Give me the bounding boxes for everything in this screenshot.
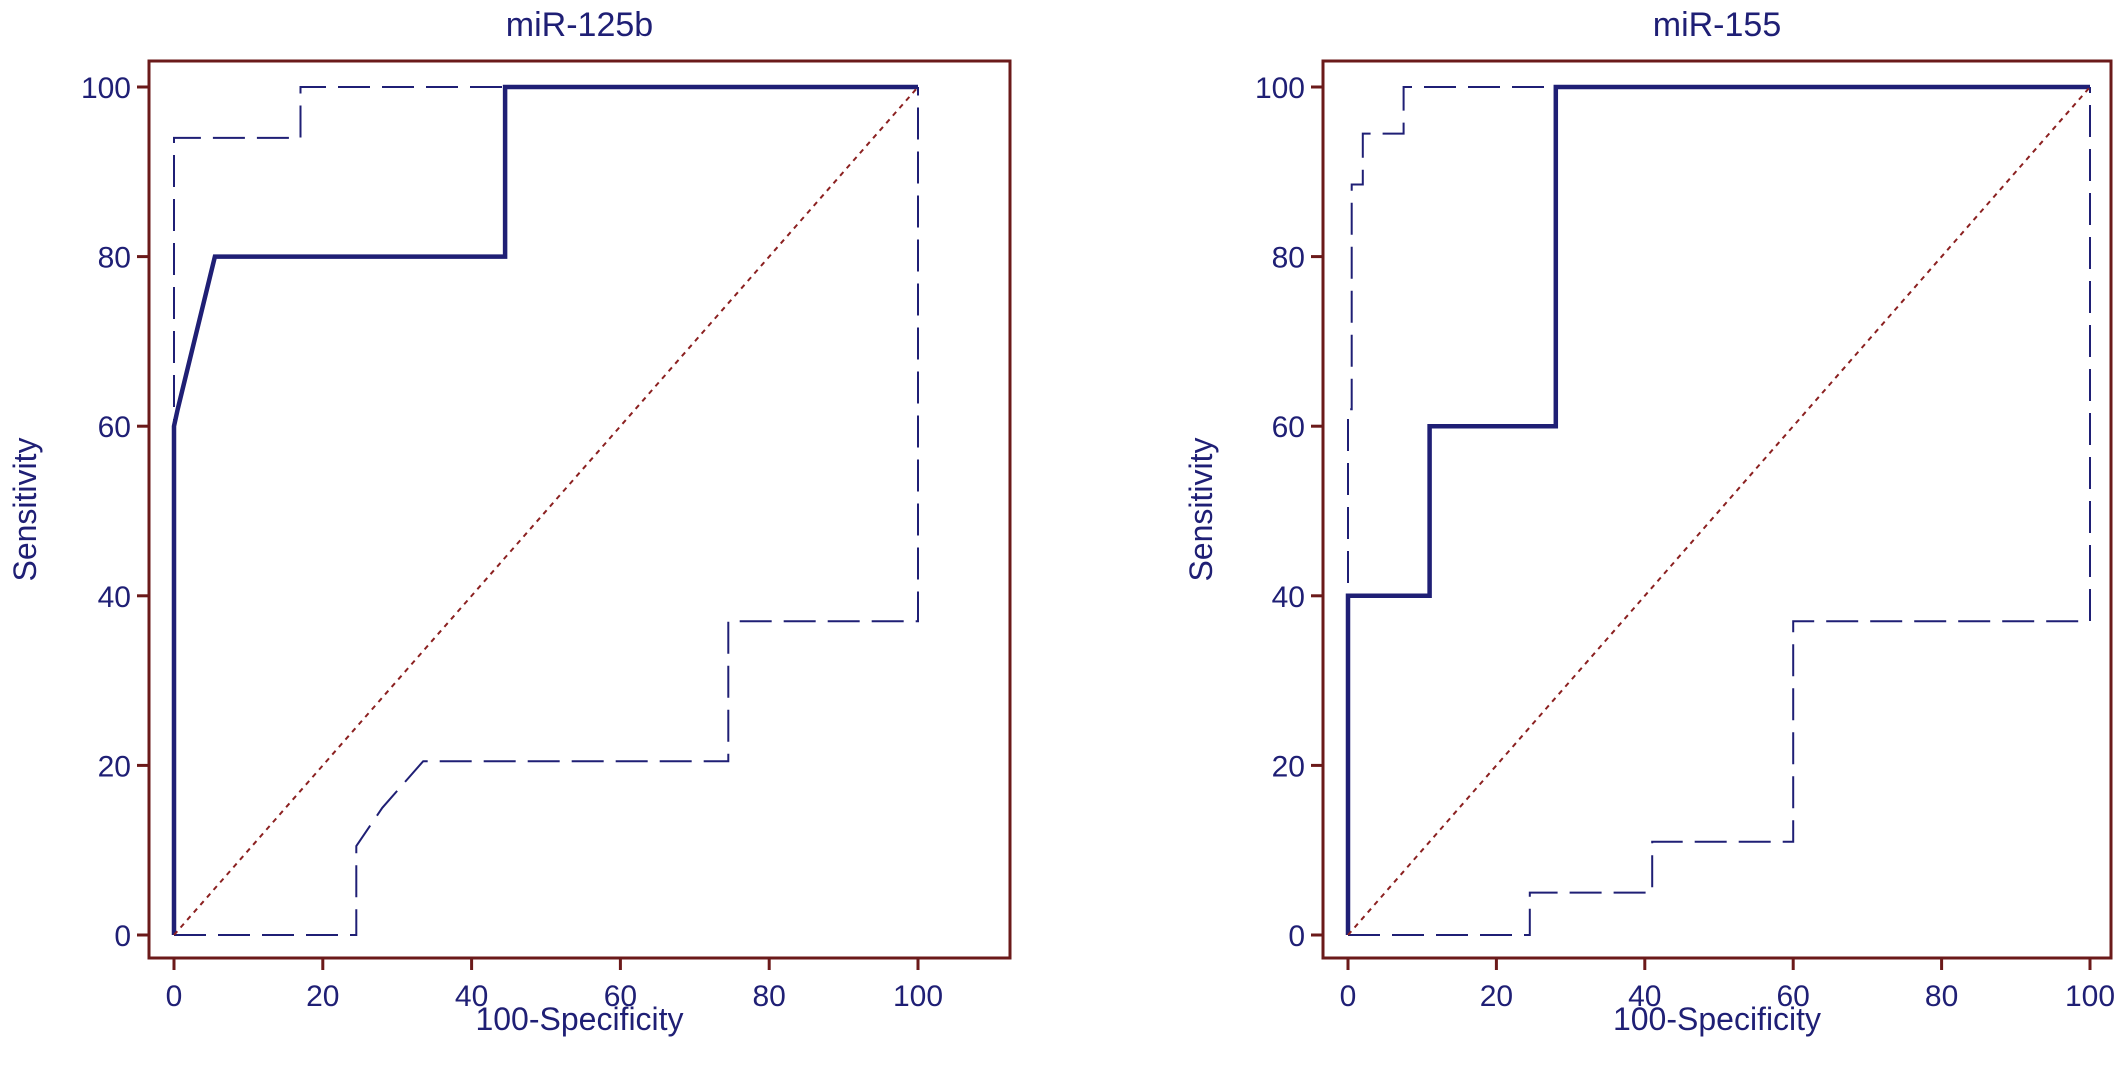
x-axis-label: 100-Specificity [1613, 1001, 1821, 1037]
x-tick-label: 80 [753, 980, 786, 1013]
roc-chart-mir-155: miR-155 0 20 40 60 80 100 0 20 40 60 80 100 100-Speci… [1183, 6, 2115, 1037]
reference-diagonal [1347, 86, 2091, 936]
ci-lower-curve [1348, 87, 2091, 936]
x-tick-label: 80 [1925, 980, 1958, 1013]
roc-chart-mir-125b: miR-125b 0 20 40 60 80 100 0 20 40 60 80 100 100-Spec… [7, 6, 1012, 1037]
x-tick-label: 40 [455, 980, 488, 1013]
y-tick-label: 40 [1272, 581, 1305, 614]
x-tick-label: 60 [1777, 980, 1810, 1013]
ci-upper-curve [173, 86, 918, 935]
y-tick-label: 60 [1272, 411, 1305, 444]
x-tick-label: 0 [1340, 980, 1357, 1013]
y-tick-label: 100 [1255, 72, 1305, 105]
x-tick-label: 100 [2065, 980, 2115, 1013]
ci-lower-curve [174, 87, 919, 936]
x-axis-label: 100-Specificity [475, 1001, 683, 1037]
x-tick-label: 20 [1480, 980, 1513, 1013]
x-tick-label: 60 [604, 980, 637, 1013]
chart-title: miR-155 [1653, 6, 1781, 44]
y-tick-label: 20 [1272, 750, 1305, 783]
y-tick-label: 0 [1288, 920, 1305, 953]
reference-diagonal [173, 86, 919, 936]
y-axis-label: Sensitivity [7, 437, 43, 581]
x-tick-label: 40 [1628, 980, 1661, 1013]
x-tick-label: 20 [306, 980, 339, 1013]
chart-title: miR-125b [506, 6, 653, 44]
y-tick-label: 80 [1272, 242, 1305, 275]
plot-frame [1321, 59, 2113, 960]
ci-upper-curve [1347, 86, 2090, 935]
y-tick-label: 60 [98, 411, 131, 444]
y-tick-label: 80 [98, 242, 131, 275]
y-tick-label: 40 [98, 581, 131, 614]
x-tick-label: 0 [166, 980, 183, 1013]
y-tick-label: 100 [81, 72, 131, 105]
y-tick-label: 20 [98, 750, 131, 783]
y-tick-label: 0 [114, 920, 131, 953]
plot-frame [147, 59, 1012, 960]
chart-mir-125b: miR-125b 0 20 40 60 80 100 0 20 40 60 80 100 100-Spec… [7, 6, 1012, 1037]
y-axis-label: Sensitivity [1183, 437, 1219, 581]
x-tick-label: 100 [893, 980, 943, 1013]
chart-mir-155: miR-155 0 20 40 60 80 100 0 20 40 60 80 100 100-Speci… [1064, 0, 2128, 1085]
